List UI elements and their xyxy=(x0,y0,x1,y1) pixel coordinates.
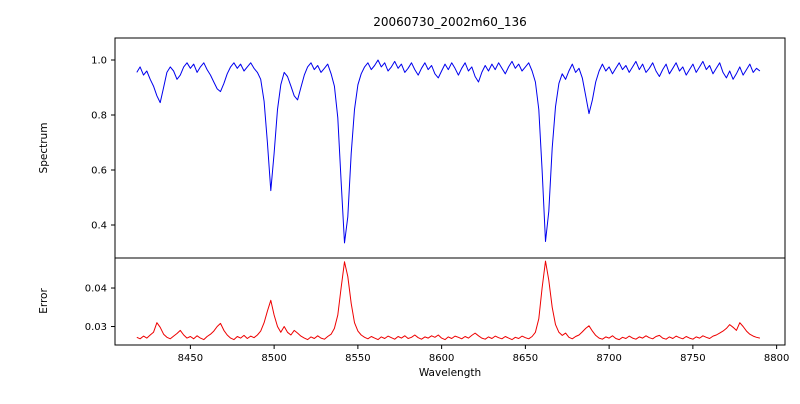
x-axis-label: Wavelength xyxy=(419,367,481,379)
x-tick-label: 8450 xyxy=(178,353,203,364)
x-tick-label: 8700 xyxy=(596,353,621,364)
y-tick-label: 0.03 xyxy=(85,322,107,333)
panel-error: 0.03 0.04 xyxy=(85,257,786,346)
panels-group: 0.4 0.6 0.8 1.0 0.03 0.04 xyxy=(85,37,786,346)
y-tick-label: 0.6 xyxy=(91,166,107,177)
x-axis-group: 8450 8500 8550 8600 8650 8700 8750 8800 xyxy=(178,345,789,364)
y-tick-label: 0.4 xyxy=(91,221,107,232)
x-tick-label: 8500 xyxy=(261,353,286,364)
panel-frame xyxy=(114,257,786,346)
y-tick-label: 0.8 xyxy=(91,111,107,122)
x-tick-label: 8550 xyxy=(345,353,370,364)
x-tick-label: 8650 xyxy=(513,353,538,364)
y-tick-label: 0.04 xyxy=(85,284,107,295)
x-tick-label: 8600 xyxy=(429,353,454,364)
x-tick-label: 8800 xyxy=(764,353,789,364)
spectrum-line xyxy=(136,59,761,244)
chart-title: 20060730_2002m60_136 xyxy=(373,15,526,29)
y-axis-label-error: Error xyxy=(38,288,50,314)
y-axis-label-spectrum: Spectrum xyxy=(38,123,50,174)
y-tick-label: 1.0 xyxy=(91,56,107,67)
panel-spectrum: 0.4 0.6 0.8 1.0 xyxy=(91,37,786,259)
x-tick-label: 8750 xyxy=(680,353,705,364)
error-line xyxy=(136,260,761,341)
